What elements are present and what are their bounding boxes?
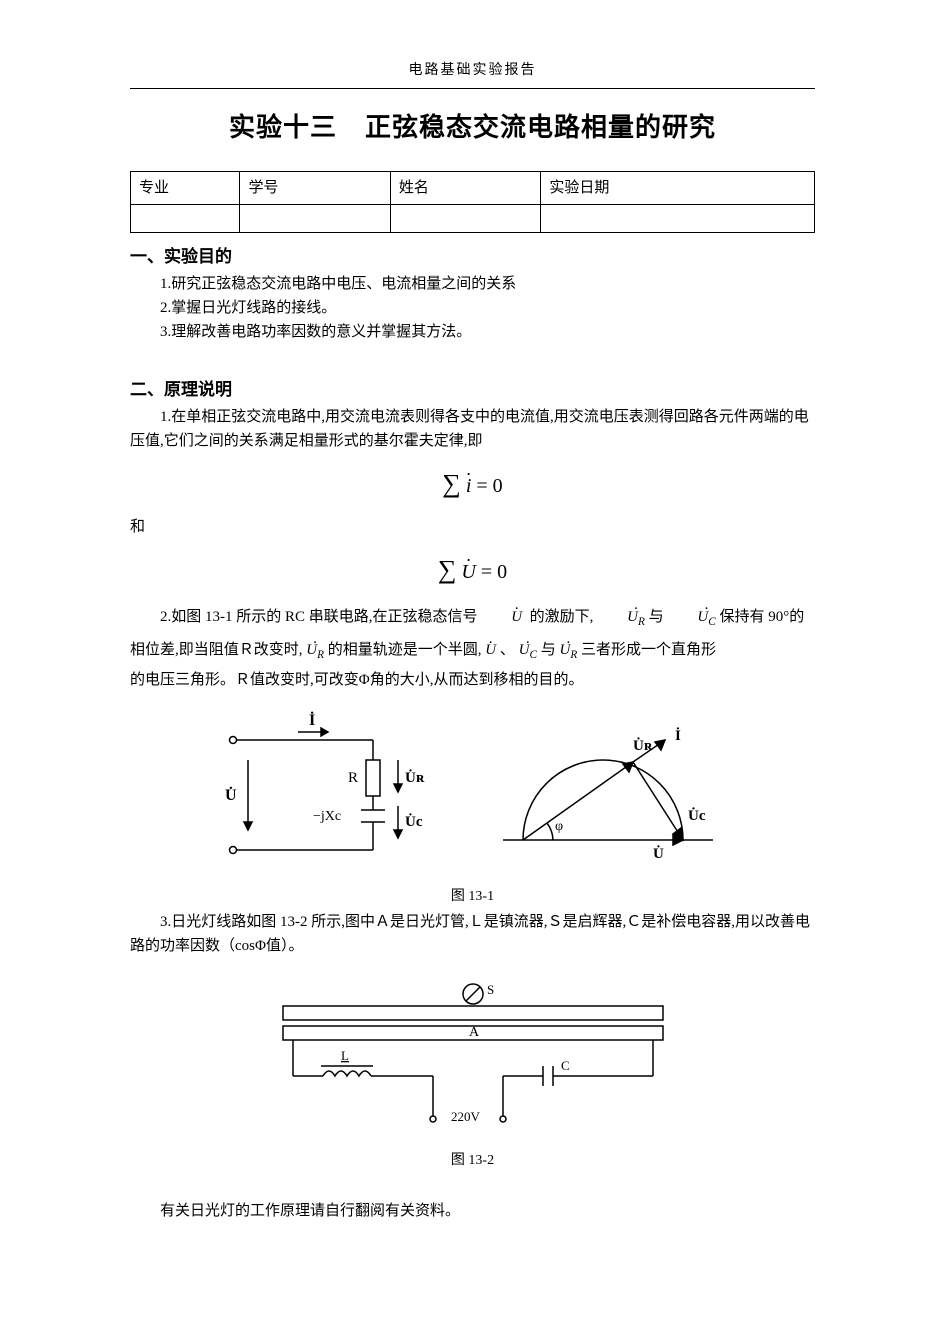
pd-UR: U̇ʀ	[633, 737, 653, 754]
info-cell	[390, 204, 540, 232]
table-row: 专业 学号 姓名 实验日期	[131, 171, 815, 204]
title-left: 实验十三	[229, 112, 337, 142]
p2a: 2.如图 13-1 所示的 RC 串联电路,在正弦稳态信号	[160, 609, 478, 625]
p3d: 与	[541, 642, 556, 658]
label-R: R	[348, 770, 358, 786]
rc-circuit-diagram: İ U̇ R U̇ʀ −jXc U̇c	[203, 710, 443, 880]
sec2-para2: 2.如图 13-1 所示的 RC 串联电路,在正弦稳态信号 U 的激励下, UR…	[130, 601, 815, 635]
table-row	[131, 204, 815, 232]
phasor-UC: UC	[667, 601, 715, 635]
p2c: 与	[649, 609, 664, 625]
lamp-C: C	[561, 1058, 570, 1073]
eq2-eq: = 0	[481, 561, 507, 583]
sec2-para6: 有关日光灯的工作原理请自行翻阅有关资料。	[130, 1199, 815, 1223]
fig-13-2-caption: 图 13-2	[130, 1150, 815, 1172]
equation-1: ∑ i = 0	[130, 463, 815, 505]
page-header-small: 电路基础实验报告	[130, 60, 815, 82]
lamp-220v: 220V	[451, 1109, 481, 1124]
info-cell	[240, 204, 390, 232]
sec2-para4: 的电压三角形。Ｒ值改变时,可改变Φ角的大小,从而达到移相的目的。	[130, 668, 815, 692]
sec1-item3: 3.理解改善电路功率因数的意义并掌握其方法。	[130, 320, 815, 344]
phasor-UR: UR	[597, 601, 645, 635]
eq1-eq: = 0	[476, 475, 502, 497]
lamp-circuit-diagram: S A L C 220V	[223, 976, 723, 1136]
info-th-date: 实验日期	[541, 171, 815, 204]
pd-UC: U̇c	[688, 807, 706, 824]
sec2-para5: 3.日光灯线路如图 13-2 所示,图中Ａ是日光灯管,Ｌ是镇流器,Ｓ是启辉器,Ｃ…	[130, 910, 815, 958]
section-2-heading: 二、原理说明	[130, 376, 815, 403]
sec2-para3: 相位差,即当阻值Ｒ改变时, UR 的相量轨迹是一个半圆, U 、 UC 与 UR…	[130, 634, 815, 668]
eq2-sigma: ∑	[438, 555, 457, 584]
sec1-item2: 2.掌握日光灯线路的接线。	[130, 296, 815, 320]
eq1-var: i	[466, 470, 472, 502]
info-cell	[541, 204, 815, 232]
phasor-UC2: UC	[519, 634, 537, 668]
page-title: 实验十三正弦稳态交流电路相量的研究	[130, 107, 815, 149]
info-th-name: 姓名	[390, 171, 540, 204]
p3a: 相位差,即当阻值Ｒ改变时,	[130, 642, 303, 658]
lamp-L: L	[341, 1048, 349, 1063]
phasor-diagram: U̇ʀ İ φ U̇c U̇	[483, 710, 743, 880]
info-table: 专业 学号 姓名 实验日期	[130, 171, 815, 233]
label-I: İ	[309, 710, 315, 729]
p2b: 的激励下,	[530, 609, 594, 625]
sec1-item1: 1.研究正弦稳态交流电路中电压、电流相量之间的关系	[130, 272, 815, 296]
lamp-A: A	[469, 1025, 480, 1040]
info-cell	[131, 204, 240, 232]
title-right: 正弦稳态交流电路相量的研究	[365, 112, 716, 142]
pd-I: İ	[675, 727, 681, 744]
eq2-var: U	[461, 556, 475, 588]
info-th-id: 学号	[240, 171, 390, 204]
header-rule	[130, 88, 815, 89]
label-U: U̇	[225, 785, 237, 804]
sec2-para1: 1.在单相正弦交流电路中,用交流电流表则得各支中的电流值,用交流电压表测得回路各…	[130, 405, 815, 453]
p2d: 保持有 90°的	[719, 609, 804, 625]
lamp-S: S	[487, 982, 494, 997]
equation-2: ∑ U = 0	[130, 549, 815, 591]
figure-13-2: S A L C 220V	[130, 976, 815, 1144]
and-label: 和	[130, 515, 815, 539]
phasor-UR3: UR	[559, 634, 577, 668]
fig-13-1-caption: 图 13-1	[130, 886, 815, 908]
phasor-UR2: UR	[306, 634, 324, 668]
section-1-heading: 一、实验目的	[130, 243, 815, 270]
info-th-major: 专业	[131, 171, 240, 204]
figure-13-1: İ U̇ R U̇ʀ −jXc U̇c	[130, 710, 815, 880]
phasor-U2: U	[485, 634, 496, 667]
eq1-sigma: ∑	[442, 469, 461, 498]
label-UC: U̇c	[405, 813, 423, 830]
label-jxc: −jXc	[313, 809, 341, 824]
pd-U: U̇	[653, 845, 664, 862]
pd-phi: φ	[555, 819, 563, 834]
p3c: 、	[500, 642, 515, 658]
label-UR: U̇ʀ	[405, 769, 425, 786]
p3e: 三者形成一个直角形	[581, 642, 716, 658]
p3b: 的相量轨迹是一个半圆,	[328, 642, 482, 658]
